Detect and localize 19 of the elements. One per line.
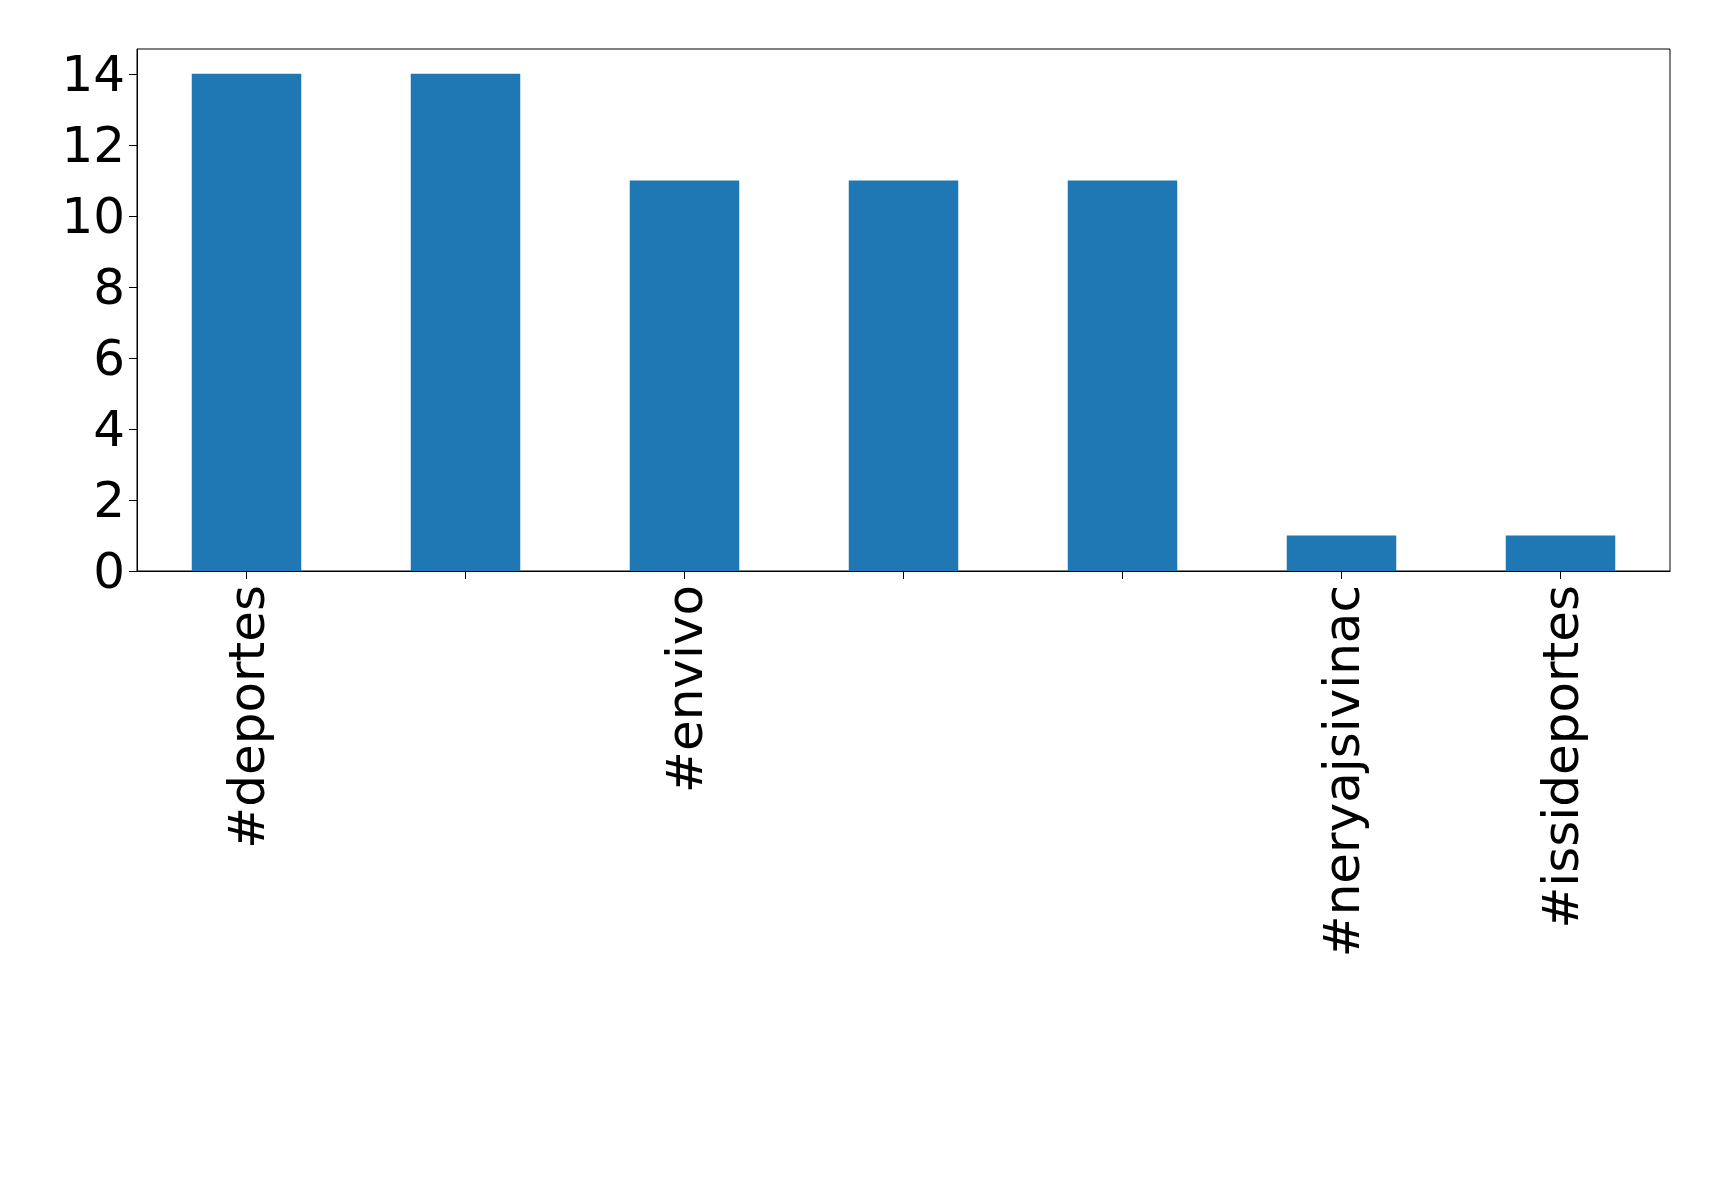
x-tick-label: #deportes (217, 585, 276, 849)
y-tick-label: 2 (93, 470, 125, 529)
y-tick-label: 14 (61, 44, 125, 103)
y-tick-label: 6 (93, 328, 125, 387)
bar (410, 73, 521, 571)
y-tick-label: 0 (93, 542, 125, 600)
y-tick-label: 10 (61, 186, 125, 245)
x-tick-label: #neryajsivinac (1312, 585, 1371, 958)
y-tick-label: 4 (93, 399, 125, 458)
bar (629, 180, 740, 571)
bar (191, 73, 302, 571)
y-tick-label: 8 (93, 257, 125, 316)
bar (1505, 535, 1616, 571)
bar (1286, 535, 1397, 571)
y-tick-label: 12 (61, 115, 125, 174)
x-tick-label: #envivo (655, 585, 714, 794)
bar (1067, 180, 1178, 571)
bar (848, 180, 959, 571)
x-tick-label: #issideportes (1531, 585, 1590, 929)
